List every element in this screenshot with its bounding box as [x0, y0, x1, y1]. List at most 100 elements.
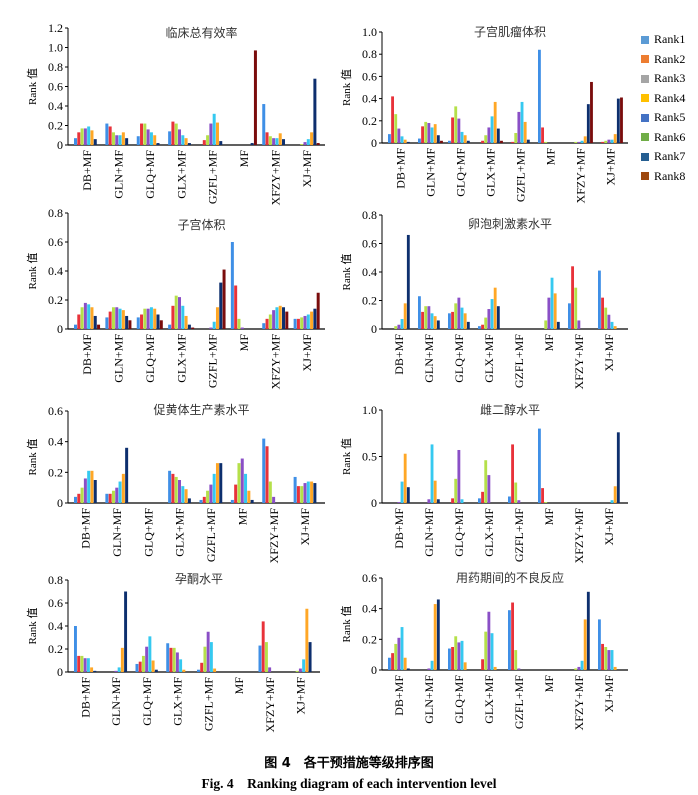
legend-swatch-icon	[641, 94, 649, 103]
bar-rank4-xfzy-mf	[272, 310, 276, 329]
bar-rank5-gln-mf	[430, 660, 434, 670]
bar-rank3-xj-mf	[604, 647, 608, 670]
bar-rank8-glx-mf	[191, 327, 195, 329]
bar-rank6-db-mf	[403, 139, 407, 143]
bar-rank1-db-mf	[74, 138, 77, 145]
bar-rank3-gzfl-mf	[203, 646, 207, 672]
bar-rank4-glq-mf	[457, 449, 461, 503]
bar-rank1-gzfl-mf	[199, 499, 203, 503]
y-tick-label: 0	[57, 496, 63, 510]
bar-rank7-db-mf	[406, 141, 410, 143]
x-category-label: MF	[232, 677, 246, 695]
bar-rank4-db-mf	[83, 128, 87, 145]
bar-rank6-mf	[247, 490, 251, 503]
bar-rank5-db-mf	[86, 658, 90, 672]
bar-rank3-db-mf	[80, 487, 84, 503]
y-tick-label: 0.4	[362, 265, 377, 279]
bar-rank2-xfzy-mf	[261, 621, 265, 672]
bar-rank3-gln-mf	[424, 306, 428, 329]
x-category-label: XFZY+MF	[572, 675, 586, 731]
bar-rank8-gzfl-mf	[222, 269, 226, 329]
bar-rank6-gln-mf	[121, 132, 125, 145]
bar-rank3-db-mf	[394, 326, 398, 329]
x-category-label: GLQ+MF	[452, 675, 466, 724]
bar-rank4-xj-mf	[303, 483, 307, 503]
bar-rank4-gln-mf	[427, 123, 431, 143]
bar-rank5-glx-mf	[490, 116, 494, 143]
y-tick-label: 1.0	[362, 403, 377, 417]
y-tick-label: 0	[371, 322, 377, 336]
bar-rank5-gln-mf	[430, 444, 434, 503]
y-tick-label: 0.8	[362, 208, 377, 222]
x-category-label: MF	[237, 334, 251, 352]
bar-rank2-glq-mf	[451, 498, 454, 503]
bar-rank1-xfzy-mf	[568, 303, 571, 329]
bar-rank3-xfzy-mf	[574, 668, 578, 670]
bar-rank6-mf	[553, 293, 557, 329]
bar-rank3-xfzy-mf	[574, 141, 578, 143]
bar-rank5-gzfl-mf	[212, 113, 216, 145]
bar-rank7-glx-mf	[496, 128, 500, 143]
bar-rank4-glx-mf	[487, 127, 491, 143]
bar-rank1-gzfl-mf	[508, 496, 511, 503]
bar-rank5-db-mf	[400, 481, 404, 503]
x-category-label: DB+MF	[394, 148, 408, 189]
bar-rank5-gln-mf	[117, 667, 121, 672]
y-tick-label: 0.2	[362, 114, 377, 128]
bar-rank4-gzfl-mf	[209, 123, 213, 145]
bar-rank1-glq-mf	[448, 648, 451, 670]
bar-rank3-db-mf	[80, 655, 84, 672]
y-tick-label: 0.6	[48, 596, 63, 610]
bar-rank4-db-mf	[83, 478, 87, 503]
bar-rank8-xj-mf	[620, 97, 623, 143]
bar-rank1-db-mf	[74, 496, 77, 503]
legend-label: Rank6	[654, 129, 686, 144]
bar-rank4-glq-mf	[457, 118, 461, 143]
y-tick-label: 0.2	[362, 294, 377, 308]
bar-rank4-glq-mf	[146, 308, 150, 329]
bar-rank6-xj-mf	[310, 481, 314, 503]
bar-rank5-db-mf	[400, 627, 404, 670]
bar-rank3-xj-mf	[300, 486, 304, 503]
bar-rank1-mf	[230, 499, 234, 503]
bar-rank4-mf	[240, 327, 244, 329]
bar-rank4-xj-mf	[303, 142, 307, 145]
x-category-label: GLX+MF	[482, 675, 496, 724]
bar-rank6-glq-mf	[463, 662, 467, 670]
bar-rank3-mf	[544, 502, 548, 503]
x-category-label: XJ+MF	[298, 508, 312, 546]
y-axis-label: Rank 值	[340, 69, 353, 106]
x-category-label: DB+MF	[80, 334, 94, 375]
bar-rank6-gzfl-mf	[215, 122, 219, 145]
bar-rank3-glq-mf	[454, 636, 458, 670]
bar-rank5-xj-mf	[302, 659, 306, 672]
bar-rank3-gln-mf	[111, 132, 115, 145]
bar-rank4-xfzy-mf	[272, 496, 276, 503]
chart-grid: 临床总有效率 Rank 值 0 0.2 0.4 0.6 0.8 1.0 1.2 DB+MF GLN+…	[26, 21, 628, 732]
x-category-label: GLX+MF	[174, 150, 188, 199]
bar-rank4-xfzy-mf	[577, 141, 581, 143]
chart-panel: 子宫体积 Rank 值 0 0.2 0.4 0.6 0.8 DB+MF GLN+MF GLQ+MF…	[26, 206, 325, 389]
bar-rank3-gln-mf	[111, 490, 115, 503]
bar-rank4-glx-mf	[175, 652, 179, 672]
bar-rank5-db-mf	[400, 319, 404, 329]
bar-rank3-xfzy-mf	[268, 481, 272, 503]
bar-rank1-gzfl-mf	[508, 610, 511, 670]
bar-rank4-glx-mf	[178, 129, 182, 145]
bar-rank5-gln-mf	[430, 313, 434, 329]
bar-rank5-db-mf	[87, 470, 91, 503]
x-category-label: XFZY+MF	[267, 508, 281, 564]
bar-rank7-xfzy-mf	[586, 591, 590, 670]
bar-rank2-gln-mf	[108, 126, 112, 145]
bar-rank8-xj-mf	[316, 143, 320, 145]
y-axis-label: Rank 值	[26, 439, 39, 476]
bar-rank7-glq-mf	[154, 669, 158, 672]
bar-rank3-gzfl-mf	[514, 482, 518, 503]
bar-rank3-db-mf	[80, 307, 84, 329]
bar-rank2-db-mf	[77, 655, 81, 672]
bar-rank2-db-mf	[391, 653, 394, 670]
x-category-label: GZFL+MF	[206, 150, 220, 204]
bar-rank3-xj-mf	[300, 317, 304, 329]
bar-rank6-db-mf	[90, 667, 94, 672]
bar-rank7-db-mf	[93, 670, 97, 672]
